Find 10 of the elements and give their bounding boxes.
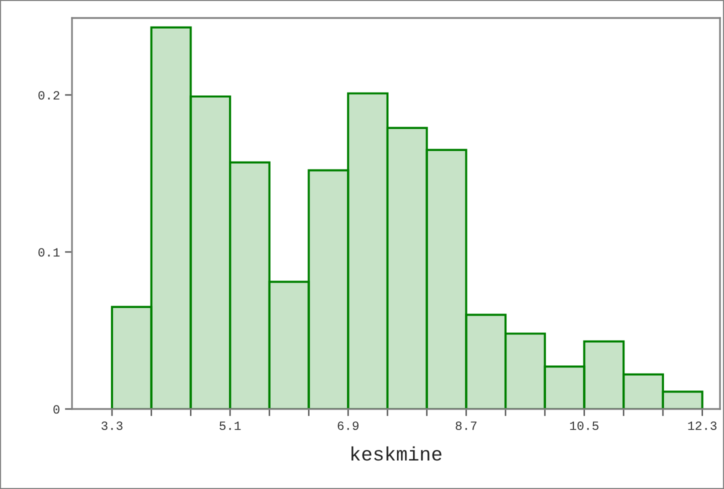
y-tick-label: 0 [53, 405, 60, 414]
x-tick-label: 12.3 [688, 422, 716, 430]
x-tick-label: 8.7 [456, 422, 476, 430]
y-tick-label: 0.2 [38, 91, 60, 100]
y-tick-label: 0.1 [38, 248, 60, 257]
x-tick-label: 10.5 [570, 422, 598, 430]
x-tick-label: 3.3 [102, 422, 122, 430]
x-tick-label: 6.9 [338, 422, 359, 430]
x-tick-label: 5.1 [220, 422, 241, 430]
x-axis-title: keskmine [352, 446, 442, 461]
